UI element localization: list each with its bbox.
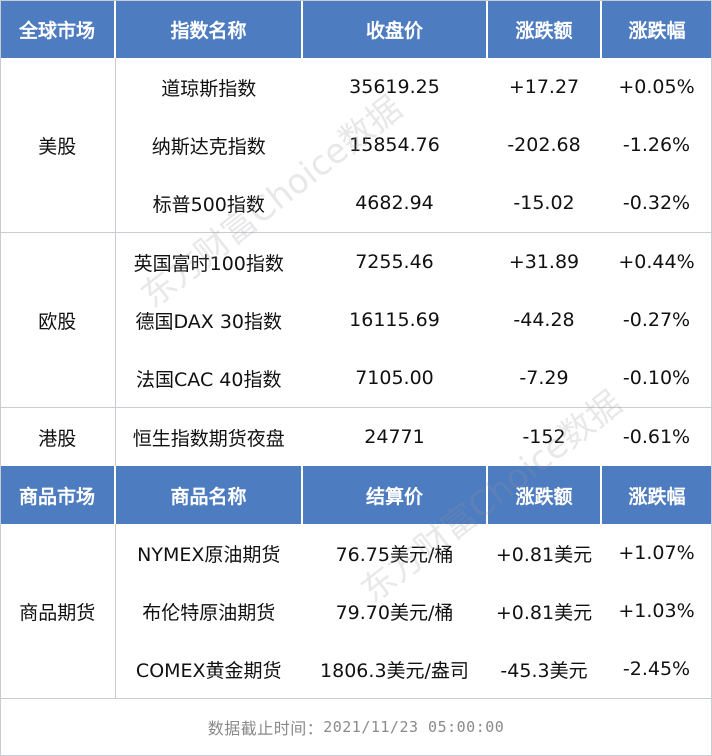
change-value: -45.3美元	[487, 640, 601, 699]
change-value: +0.81美元	[495, 601, 593, 624]
close-price: 7105.00	[302, 349, 487, 408]
market-data-table: 全球市场 指数名称 收盘价 涨跌额 涨跌幅 美股 道琼斯指数 35619.25 …	[0, 0, 712, 699]
table-row: 法国CAC 40指数 7105.00 -7.29 -0.10%	[0, 349, 712, 408]
header-index-name: 指数名称	[114, 0, 302, 58]
table-row: 布伦特原油期货 79.70美元/桶 +0.81美元 +1.03%	[0, 582, 712, 640]
header-settle-price: 结算价	[301, 466, 487, 524]
change-pct: +1.07%	[618, 542, 695, 564]
settle-price: 76.75美元/桶	[335, 543, 454, 566]
change-value: +31.89	[508, 251, 580, 273]
change-value: -152	[522, 426, 566, 448]
header-change: 涨跌额	[486, 0, 601, 58]
change-value: +17.27	[508, 76, 580, 98]
change-value: -202.68	[507, 134, 581, 156]
settle-price: 1806.3美元/盎司	[302, 640, 487, 699]
header-close-price: 收盘价	[301, 0, 487, 58]
index-name: 标普500指数	[115, 174, 302, 233]
change-value: +0.81美元	[495, 543, 593, 566]
table-row: 标普500指数 4682.94 -15.02 -0.32%	[0, 174, 712, 233]
change-pct: -0.10%	[601, 349, 712, 408]
market-us-stocks: 美股	[0, 58, 116, 233]
index-name: 纳斯达克指数	[151, 135, 266, 158]
change-pct: -0.27%	[622, 309, 691, 331]
close-price: 24771	[364, 426, 425, 448]
change-pct: -0.32%	[601, 174, 712, 233]
change-value: -7.29	[487, 349, 601, 408]
market-commodity-futures: 商品期货	[0, 524, 116, 699]
change-pct: +0.44%	[618, 251, 695, 273]
close-price: 7255.46	[355, 251, 434, 273]
footer-label: 数据截止时间：	[207, 719, 324, 738]
close-price: 4682.94	[302, 174, 487, 233]
settle-price: 79.70美元/桶	[335, 601, 454, 624]
table-row: 欧股 英国富时100指数 7255.46 +31.89 +0.44%	[0, 232, 712, 408]
table-row: 纳斯达克指数 15854.76 -202.68 -1.26%	[0, 116, 712, 174]
commodity-name: COMEX黄金期货	[115, 640, 302, 699]
change-value: -15.02	[487, 174, 601, 233]
footer-time: 2021/11/23 05:00:00	[323, 718, 505, 736]
index-name: 德国DAX 30指数	[135, 310, 283, 333]
index-name: 道琼斯指数	[161, 77, 257, 100]
header-commodity-change: 涨跌额	[486, 466, 601, 524]
header-change-pct: 涨跌幅	[600, 0, 712, 58]
table-row: 港股 恒生指数期货夜盘 24771 -152 -0.61%	[0, 407, 712, 466]
table-row: 德国DAX 30指数 16115.69 -44.28 -0.27%	[0, 291, 712, 349]
close-price: 15854.76	[349, 134, 440, 156]
header-commodity-market: 商品市场	[0, 466, 115, 524]
change-pct: -2.45%	[601, 640, 712, 699]
change-pct: -1.26%	[622, 134, 691, 156]
market-hk-stocks: 港股	[0, 407, 116, 466]
index-name: 英国富时100指数	[133, 252, 284, 275]
commodity-name: 布伦特原油期货	[142, 601, 276, 624]
change-pct: -0.61%	[622, 426, 691, 448]
header-commodity-name: 商品名称	[114, 466, 302, 524]
commodity-name: NYMEX原油期货	[137, 543, 281, 566]
header-commodity-change-pct: 涨跌幅	[600, 466, 712, 524]
change-pct: +1.03%	[618, 600, 695, 622]
change-pct: +0.05%	[618, 76, 695, 98]
close-price: 16115.69	[349, 309, 440, 331]
market-eu-stocks: 欧股	[0, 232, 116, 408]
change-value: -44.28	[513, 309, 575, 331]
index-name: 法国CAC 40指数	[115, 349, 302, 408]
header-global-market: 全球市场	[0, 0, 115, 58]
table-row: 美股 道琼斯指数 35619.25 +17.27 +0.05%	[0, 58, 712, 233]
table-row: COMEX黄金期货 1806.3美元/盎司 -45.3美元 -2.45%	[0, 640, 712, 699]
index-name: 恒生指数期货夜盘	[132, 427, 285, 450]
close-price: 35619.25	[349, 76, 440, 98]
data-cutoff-footer: 数据截止时间： 2021/11/23 05:00:00	[0, 698, 712, 756]
table-row: 商品期货 NYMEX原油期货 76.75美元/桶 +0.81美元 +1.07%	[0, 524, 712, 699]
